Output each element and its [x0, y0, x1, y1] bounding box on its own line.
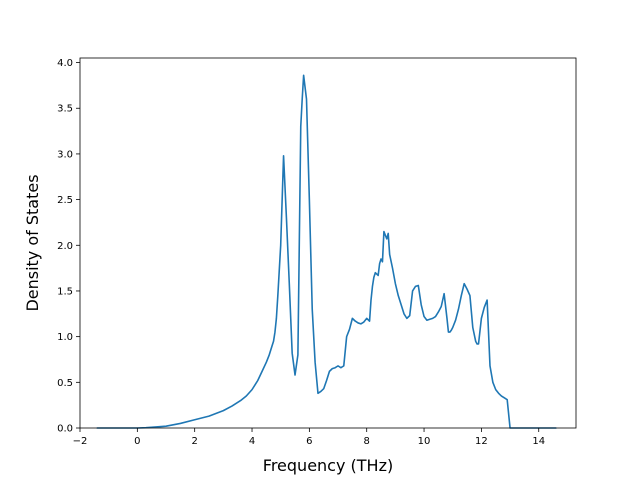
- x-tick-label: 8: [364, 436, 370, 447]
- x-tick-label: 14: [532, 436, 545, 447]
- x-tick-label: 12: [475, 436, 488, 447]
- x-tick-label: 0: [134, 436, 140, 447]
- y-tick-label: 1.5: [57, 286, 73, 297]
- x-tick-label: 10: [418, 436, 431, 447]
- plot-area: [80, 58, 576, 428]
- x-tick-label: 4: [249, 436, 255, 447]
- x-tick-label: 6: [306, 436, 312, 447]
- x-axis-label: Frequency (THz): [263, 456, 393, 475]
- series-line-0: [96, 74, 557, 429]
- y-axis-label: Density of States: [23, 174, 42, 311]
- y-tick-label: 0.0: [57, 424, 73, 435]
- y-tick-label: 0.5: [57, 378, 73, 389]
- y-tick-label: 3.5: [57, 104, 73, 115]
- x-tick-label: −2: [73, 436, 88, 447]
- y-ticks: 0.0 0.5 1.0 1.5 2.0 2.5 3.0 3.5 4.0: [57, 58, 80, 435]
- y-tick-label: 3.0: [57, 149, 73, 160]
- y-tick-label: 2.5: [57, 195, 73, 206]
- x-tick-label: 2: [191, 436, 197, 447]
- y-tick-label: 4.0: [57, 58, 73, 69]
- y-tick-label: 2.0: [57, 241, 73, 252]
- y-tick-label: 1.0: [57, 332, 73, 343]
- series-group: [96, 74, 557, 429]
- x-ticks: −2 0 2 4 6 8 10 12 14: [73, 428, 545, 447]
- plot-frame: [79, 57, 577, 429]
